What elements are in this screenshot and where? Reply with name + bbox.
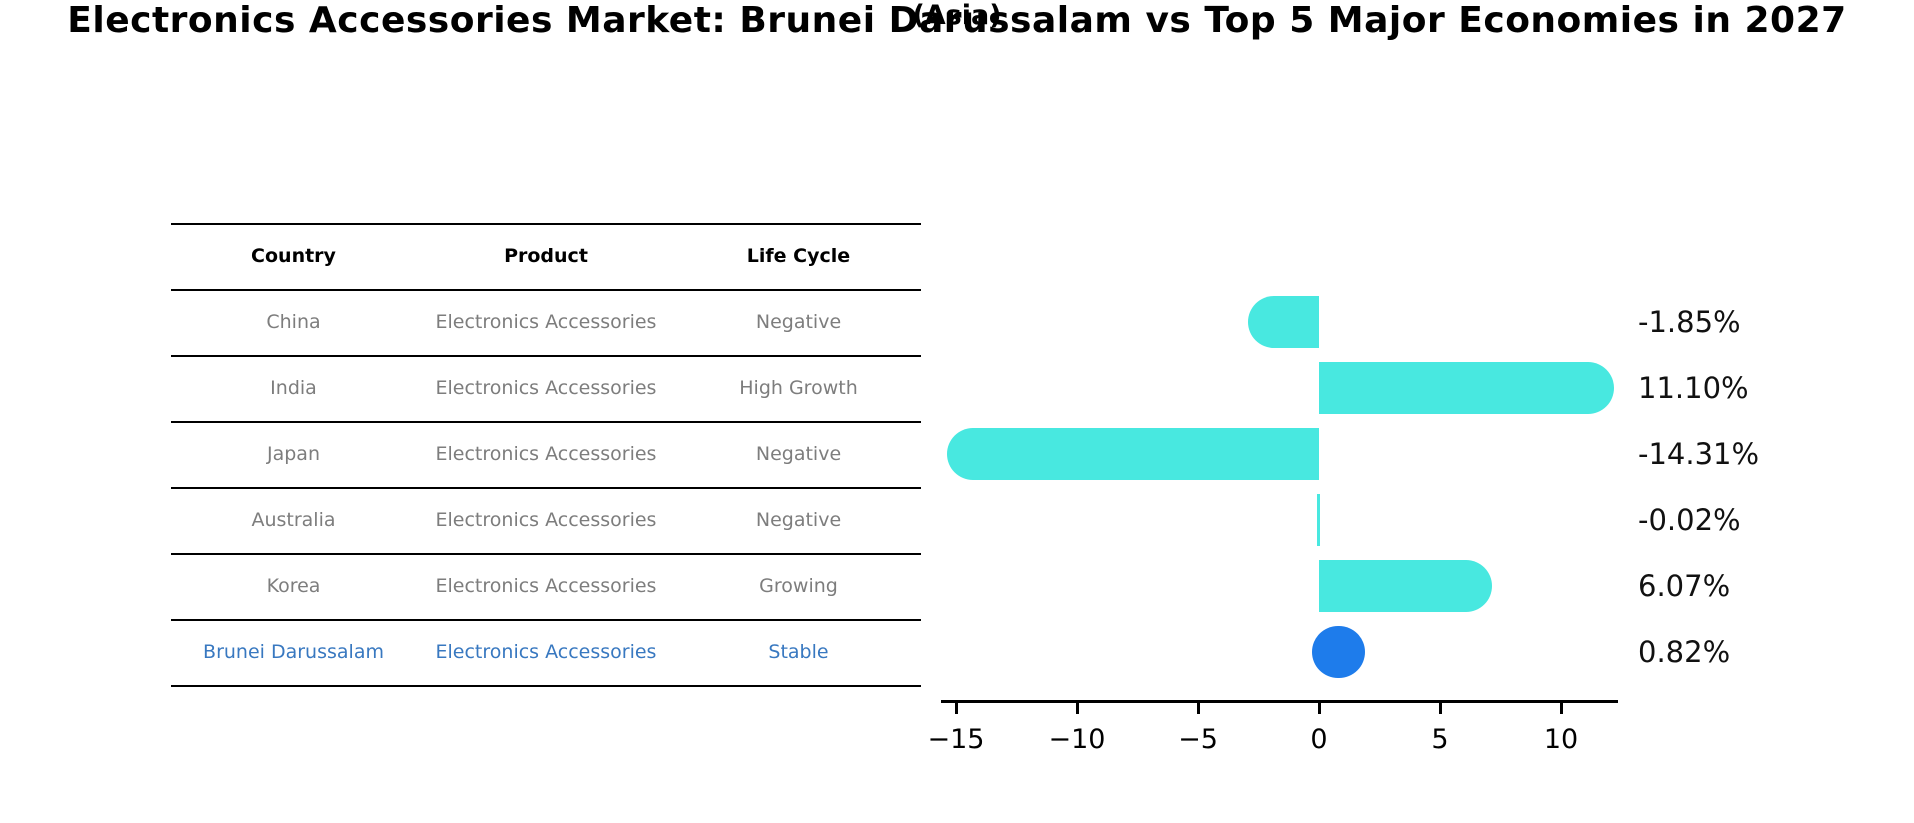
value-label-india: 11.10% [1638,371,1749,405]
table-cell-country: India [270,377,317,399]
value-label-australia: -0.02% [1638,503,1741,537]
table-cell-life-cycle: Negative [755,509,842,531]
table-row-divider [171,289,921,291]
table-row-divider [171,487,921,489]
table-cell-life-cycle: Negative [755,311,842,333]
table-cell-product: Electronics Accessories [435,509,657,531]
bar-australia [1316,494,1320,546]
table-cell-country: Japan [267,443,320,465]
table-cell-country: Brunei Darussalam [203,641,384,663]
x-tick-label: −5 [1178,724,1218,755]
value-label-japan: -14.31% [1638,437,1760,471]
x-tick-label: 5 [1431,724,1449,755]
table-header-life-cycle: Life Cycle [746,245,851,267]
table-cell-country: Korea [266,575,321,597]
value-label-china: -1.85% [1638,305,1741,339]
table-top-border [171,223,921,225]
table-cell-life-cycle: High Growth [739,377,858,399]
table-row: Japan Electronics Accessories Negative [171,421,921,487]
value-label-korea: 6.07% [1638,569,1731,603]
table-cell-product: Electronics Accessories [435,575,657,597]
x-tick-mark [1438,703,1442,714]
chart-subtitle: (Asia) [912,0,1002,31]
x-tick-label: −15 [927,724,985,755]
x-tick-label: 0 [1310,724,1328,755]
chart-title: Electronics Accessories Market: Brunei D… [67,0,1847,41]
table-cell-country: China [266,311,321,333]
table-row-divider [171,553,921,555]
bar-korea [1319,560,1492,612]
table-cell-life-cycle: Growing [759,575,838,597]
x-tick-mark [1196,703,1200,714]
table-row: Korea Electronics Accessories Growing [171,553,921,619]
x-tick-mark [1317,703,1321,714]
value-label-brunei-darussalam: 0.82% [1638,635,1731,669]
table-row: Australia Electronics Accessories Negative [171,487,921,553]
x-tick-label: 10 [1543,724,1579,755]
table-row-divider [171,355,921,357]
table-header-country: Country [251,245,336,267]
table-cell-product: Electronics Accessories [435,377,657,399]
table-header-product: Product [504,245,588,267]
x-axis-line [941,700,1618,703]
x-tick-mark [1559,703,1563,714]
bar-china [1248,296,1319,348]
table-cell-life-cycle: Negative [755,443,842,465]
table-bottom-border [171,685,921,687]
bar-brunei-darussalam [1312,626,1366,678]
table-cell-country: Australia [251,509,336,531]
table-row-divider [171,421,921,423]
x-tick-label: −10 [1048,724,1106,755]
bar-india [1319,362,1614,414]
table-row: China Electronics Accessories Negative [171,289,921,355]
table-cell-life-cycle: Stable [768,641,829,663]
bar-japan [946,428,1319,480]
table-row: Brunei Darussalam Electronics Accessories… [171,619,921,685]
x-tick-mark [1075,703,1079,714]
table-row-divider [171,619,921,621]
table-cell-product: Electronics Accessories [435,641,657,663]
table-cell-product: Electronics Accessories [435,443,657,465]
table-row: India Electronics Accessories High Growth [171,355,921,421]
x-tick-mark [954,703,958,714]
table-cell-product: Electronics Accessories [435,311,657,333]
